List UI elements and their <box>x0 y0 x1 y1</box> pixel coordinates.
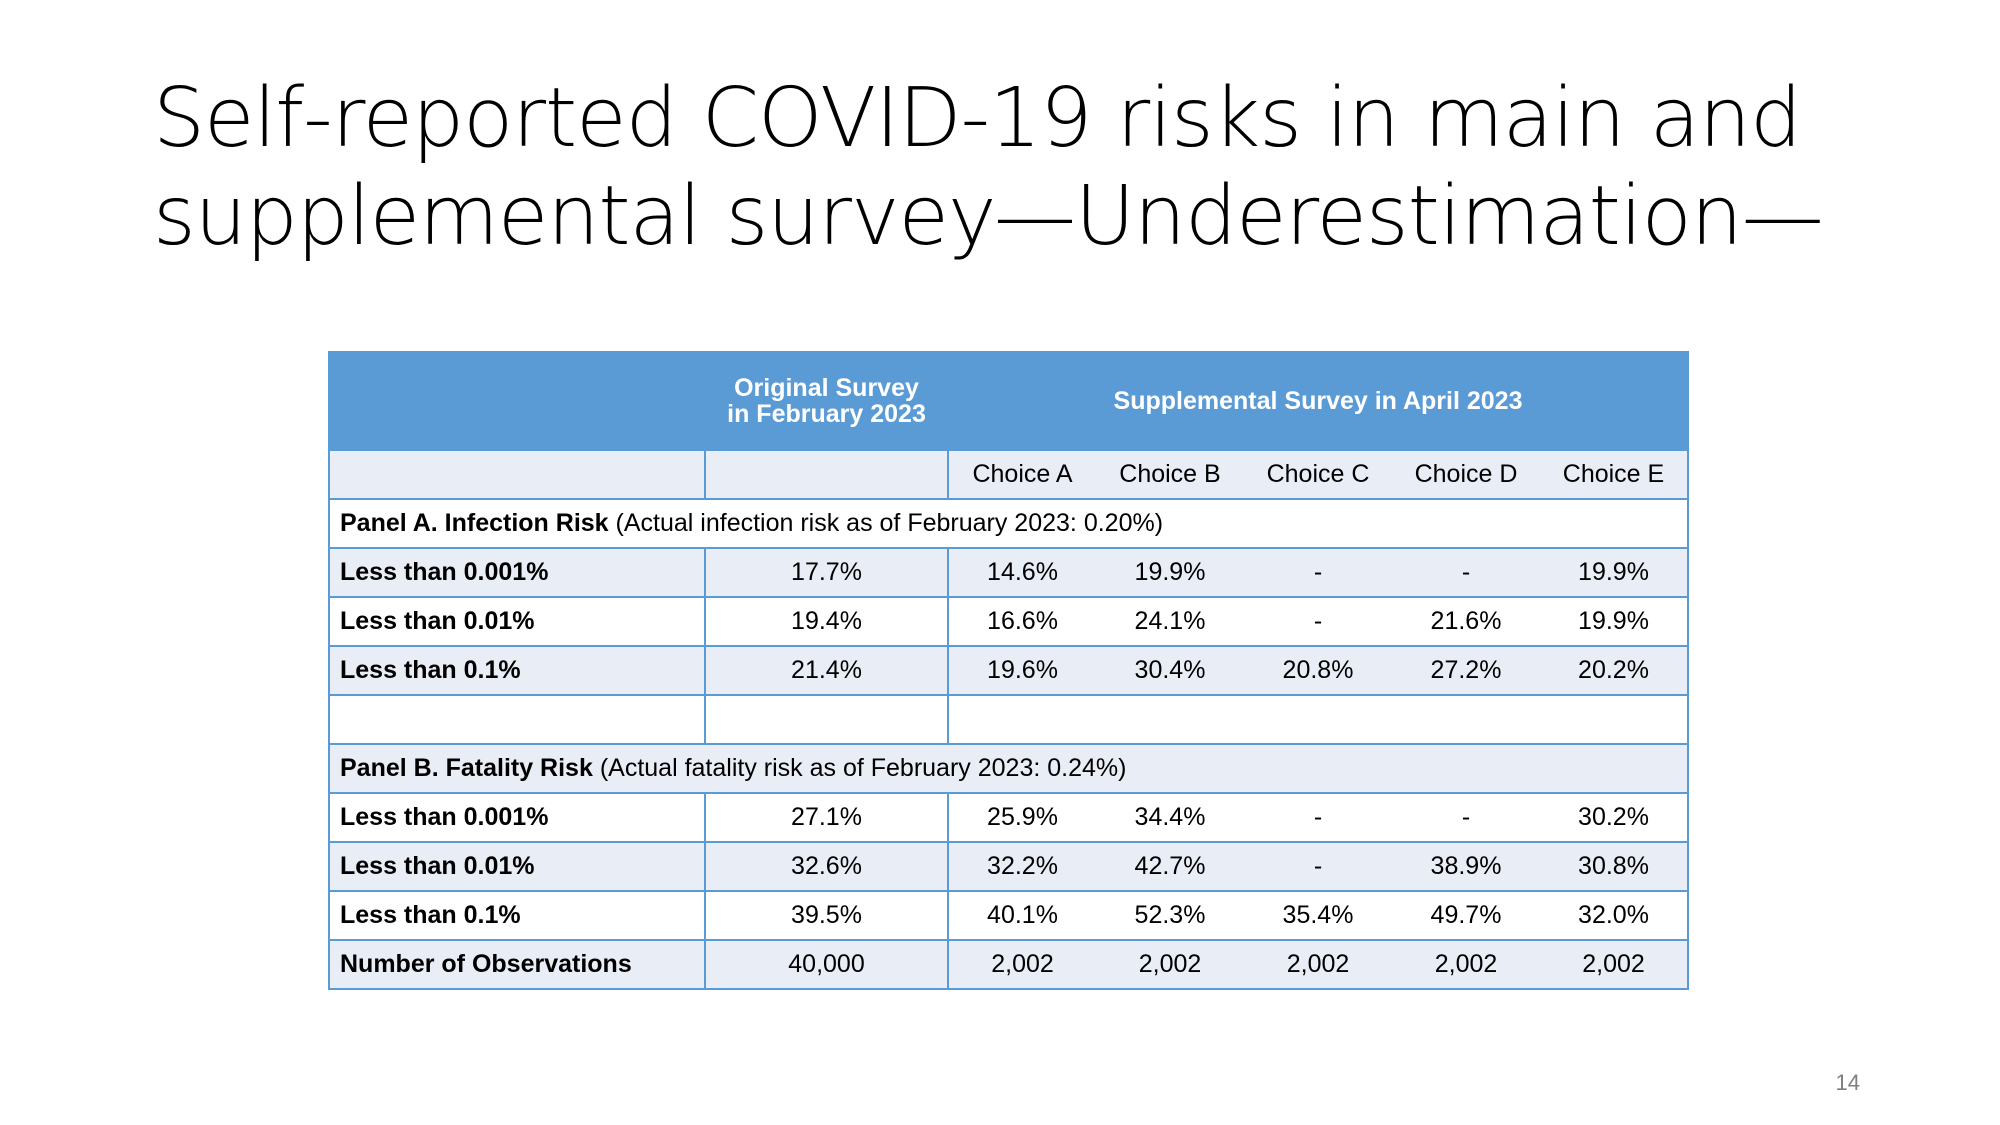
choice-e-value: 2,002 <box>1540 939 1689 990</box>
original-value: 40,000 <box>704 939 949 990</box>
choices-empty-label <box>328 449 706 500</box>
panel-a-heading: Panel A. Infection Risk (Actual infectio… <box>328 498 1689 549</box>
choice-a-value: 25.9% <box>947 792 1096 843</box>
choice-d-value: - <box>1392 547 1540 598</box>
row-label: Less than 0.1% <box>328 645 706 696</box>
choices-empty-original <box>704 449 949 500</box>
choice-d-header: Choice D <box>1392 449 1540 500</box>
choice-c-value: 35.4% <box>1244 890 1392 941</box>
header-empty-cell <box>328 351 706 451</box>
slide-title-line-1: Self-reported COVID-19 risks in main and <box>153 71 1802 166</box>
choice-b-value: 34.4% <box>1096 792 1244 843</box>
choice-c-value: - <box>1244 792 1392 843</box>
row-label: Less than 0.01% <box>328 841 706 892</box>
choice-e-value: 30.2% <box>1540 792 1689 843</box>
spacer-row <box>328 694 1689 745</box>
header-original-line-2: in February 2023 <box>727 400 926 428</box>
table-row: Less than 0.1% 21.4% 19.6% 30.4% 20.8% 2… <box>328 645 1689 696</box>
table-row: Less than 0.01% 32.6% 32.2% 42.7% - 38.9… <box>328 841 1689 892</box>
observations-row: Number of Observations 40,000 2,002 2,00… <box>328 939 1689 990</box>
original-value: 17.7% <box>704 547 949 598</box>
header-supplemental-survey: Supplemental Survey in April 2023 <box>947 351 1689 451</box>
choice-b-value: 2,002 <box>1096 939 1244 990</box>
choice-e-value: 30.8% <box>1540 841 1689 892</box>
choice-a-value: 40.1% <box>947 890 1096 941</box>
slide-title: Self-reported COVID-19 risks in main and… <box>153 70 1853 266</box>
choice-d-value: 49.7% <box>1392 890 1540 941</box>
table-row: Less than 0.001% 17.7% 14.6% 19.9% - - 1… <box>328 547 1689 598</box>
row-label: Less than 0.001% <box>328 792 706 843</box>
header-original-line-1: Original Survey <box>734 374 919 402</box>
row-label: Less than 0.001% <box>328 547 706 598</box>
choice-b-value: 30.4% <box>1096 645 1244 696</box>
choice-d-value: 21.6% <box>1392 596 1540 647</box>
choice-c-header: Choice C <box>1244 449 1392 500</box>
original-value: 19.4% <box>704 596 949 647</box>
header-original-survey: Original Survey in February 2023 <box>704 351 949 451</box>
original-value: 27.1% <box>704 792 949 843</box>
panel-b-title: Panel B. Fatality Risk <box>340 754 593 782</box>
choice-d-value: 2,002 <box>1392 939 1540 990</box>
choice-c-value: 2,002 <box>1244 939 1392 990</box>
choice-b-value: 52.3% <box>1096 890 1244 941</box>
panel-a-note: (Actual infection risk as of February 20… <box>608 509 1164 537</box>
choice-b-value: 42.7% <box>1096 841 1244 892</box>
choice-a-value: 14.6% <box>947 547 1096 598</box>
panel-a-heading-row: Panel A. Infection Risk (Actual infectio… <box>328 498 1689 549</box>
choices-row: Choice A Choice B Choice C Choice D Choi… <box>328 449 1689 500</box>
spacer-cell <box>704 694 949 745</box>
choice-b-value: 19.9% <box>1096 547 1244 598</box>
spacer-cell <box>947 694 1689 745</box>
choice-a-value: 16.6% <box>947 596 1096 647</box>
choice-c-value: - <box>1244 596 1392 647</box>
spacer-cell <box>328 694 706 745</box>
table-row: Less than 0.01% 19.4% 16.6% 24.1% - 21.6… <box>328 596 1689 647</box>
results-table: Original Survey in February 2023 Supplem… <box>328 351 1689 990</box>
choice-e-value: 19.9% <box>1540 547 1689 598</box>
choice-e-header: Choice E <box>1540 449 1689 500</box>
choice-a-value: 19.6% <box>947 645 1096 696</box>
table-header-row: Original Survey in February 2023 Supplem… <box>328 351 1689 451</box>
slide-title-line-2: supplemental survey—Underestimation— <box>153 169 1824 264</box>
choice-c-value: 20.8% <box>1244 645 1392 696</box>
choice-c-value: - <box>1244 841 1392 892</box>
original-value: 32.6% <box>704 841 949 892</box>
panel-b-note: (Actual fatality risk as of February 202… <box>592 754 1127 782</box>
choice-d-value: 27.2% <box>1392 645 1540 696</box>
row-label: Number of Observations <box>328 939 706 990</box>
choice-e-value: 20.2% <box>1540 645 1689 696</box>
original-value: 21.4% <box>704 645 949 696</box>
choice-d-value: - <box>1392 792 1540 843</box>
row-label: Less than 0.1% <box>328 890 706 941</box>
choice-a-header: Choice A <box>947 449 1096 500</box>
choice-d-value: 38.9% <box>1392 841 1540 892</box>
choice-b-value: 24.1% <box>1096 596 1244 647</box>
table-row: Less than 0.1% 39.5% 40.1% 52.3% 35.4% 4… <box>328 890 1689 941</box>
table-row: Less than 0.001% 27.1% 25.9% 34.4% - - 3… <box>328 792 1689 843</box>
page-number: 14 <box>1835 1070 1860 1095</box>
choice-a-value: 2,002 <box>947 939 1096 990</box>
panel-a-title: Panel A. Infection Risk <box>340 509 609 537</box>
original-value: 39.5% <box>704 890 949 941</box>
choice-c-value: - <box>1244 547 1392 598</box>
choice-e-value: 19.9% <box>1540 596 1689 647</box>
panel-b-heading-row: Panel B. Fatality Risk (Actual fatality … <box>328 743 1689 794</box>
choice-b-header: Choice B <box>1096 449 1244 500</box>
panel-b-heading: Panel B. Fatality Risk (Actual fatality … <box>328 743 1689 794</box>
choice-e-value: 32.0% <box>1540 890 1689 941</box>
choice-a-value: 32.2% <box>947 841 1096 892</box>
row-label: Less than 0.01% <box>328 596 706 647</box>
